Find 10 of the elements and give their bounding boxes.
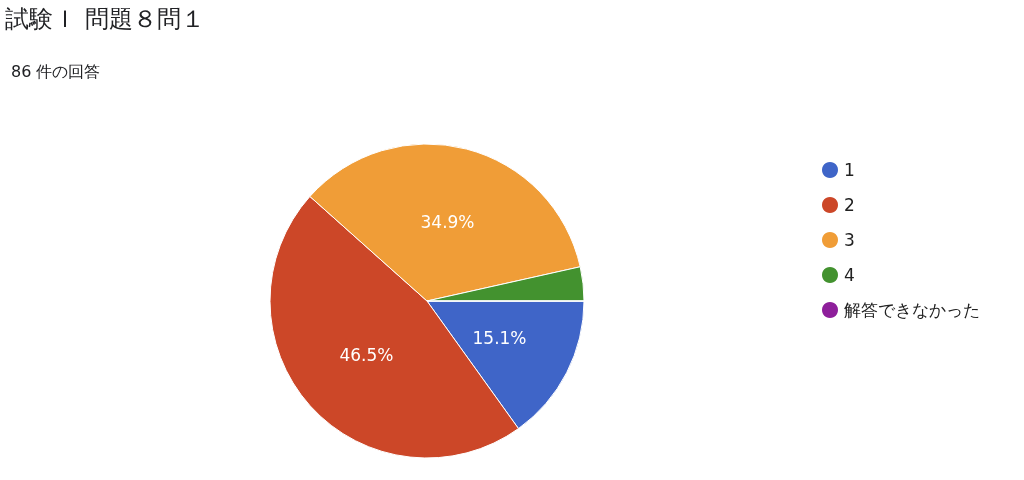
legend-label: 3 [844,230,855,250]
data-label: 46.5% [339,345,394,366]
data-label: 34.9% [420,212,475,233]
legend-label: 解答できなかった [844,300,980,320]
legend-label: 4 [844,265,855,285]
text: 86 件の回答 [11,61,101,81]
chart-title: 試験Ｉ 問題８問１ [5,5,205,33]
data-label: 15.1% [472,328,527,349]
legend-label: 1 [844,160,855,180]
legend-label: 2 [844,195,855,215]
